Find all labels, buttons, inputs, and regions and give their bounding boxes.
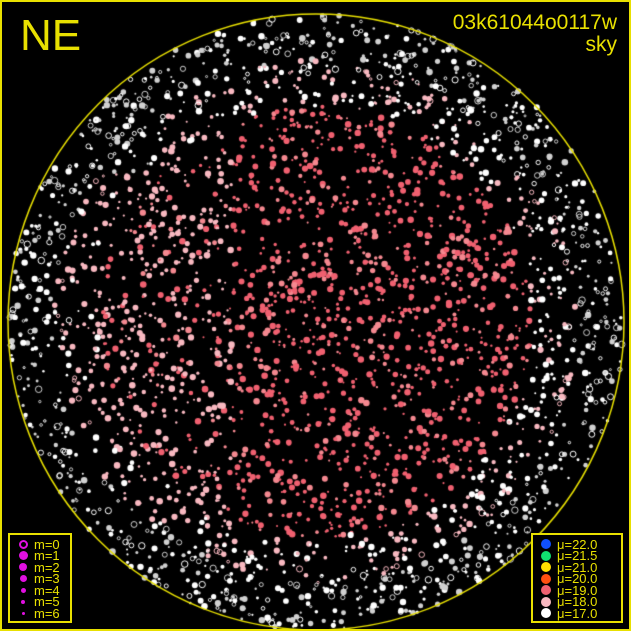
brightness-legend-item: μ=19.0 bbox=[539, 582, 615, 598]
chart-title: 03k61044o0117w sky bbox=[453, 12, 617, 56]
magnitude-legend-label: m=3 bbox=[34, 571, 60, 586]
color-swatch-icon bbox=[539, 573, 553, 584]
brightness-legend-label: μ=22.0 bbox=[557, 536, 598, 552]
brightness-legend-item: μ=17.0 bbox=[539, 605, 615, 621]
color-swatch-icon bbox=[539, 585, 553, 596]
color-swatch-icon bbox=[539, 608, 553, 619]
magnitude-legend-item: m=6 bbox=[16, 605, 64, 621]
magnitude-marker-icon bbox=[16, 599, 30, 604]
color-swatch-icon bbox=[539, 539, 553, 550]
magnitude-legend-label: m=2 bbox=[34, 559, 60, 575]
color-swatch-icon bbox=[539, 562, 553, 573]
magnitude-legend-item: m=1 bbox=[16, 548, 64, 563]
brightness-legend-label: μ=21.5 bbox=[557, 548, 598, 563]
brightness-legend-label: μ=19.0 bbox=[557, 582, 598, 598]
brightness-legend-label: μ=18.0 bbox=[557, 594, 598, 609]
direction-label: NE bbox=[20, 11, 82, 60]
magnitude-legend-item: m=4 bbox=[16, 582, 64, 598]
image-id: 03k61044o0117w bbox=[452, 11, 617, 34]
magnitude-legend-label: m=1 bbox=[34, 548, 60, 563]
magnitude-marker-icon bbox=[16, 563, 30, 572]
brightness-legend-item: μ=22.0 bbox=[539, 536, 615, 552]
brightness-legend-item: μ=21.5 bbox=[539, 548, 615, 563]
brightness-legend-item: μ=21.0 bbox=[539, 559, 615, 575]
magnitude-legend-item: m=3 bbox=[16, 571, 64, 586]
magnitude-legend-item: m=0 bbox=[16, 536, 64, 552]
brightness-legend-label: μ=17.0 bbox=[557, 605, 598, 621]
brightness-legend-item: μ=18.0 bbox=[539, 594, 615, 609]
brightness-legend-label: μ=21.0 bbox=[557, 559, 598, 575]
magnitude-legend: m=0 m=1 m=2 m=3 m=4 m=5 m=6 bbox=[8, 532, 72, 623]
magnitude-legend-label: m=5 bbox=[34, 594, 60, 609]
brightness-legend-item: μ=20.0 bbox=[539, 571, 615, 586]
magnitude-marker-icon bbox=[16, 551, 30, 561]
magnitude-marker-icon bbox=[16, 587, 30, 593]
magnitude-legend-label: m=6 bbox=[34, 605, 60, 621]
image-type: sky bbox=[585, 33, 618, 56]
magnitude-marker-icon bbox=[16, 611, 30, 615]
brightness-legend-label: μ=20.0 bbox=[557, 571, 598, 586]
brightness-legend: μ=22.0 μ=21.5 μ=21.0 μ=20.0 μ=19.0 μ=18.0 μ=17… bbox=[531, 532, 623, 623]
magnitude-legend-label: m=0 bbox=[34, 536, 60, 552]
magnitude-legend-item: m=5 bbox=[16, 594, 64, 609]
color-swatch-icon bbox=[539, 550, 553, 561]
magnitude-legend-label: m=4 bbox=[34, 582, 60, 598]
magnitude-legend-item: m=2 bbox=[16, 559, 64, 575]
color-swatch-icon bbox=[539, 596, 553, 607]
magnitude-marker-icon bbox=[16, 575, 30, 583]
magnitude-marker-icon bbox=[16, 539, 30, 549]
